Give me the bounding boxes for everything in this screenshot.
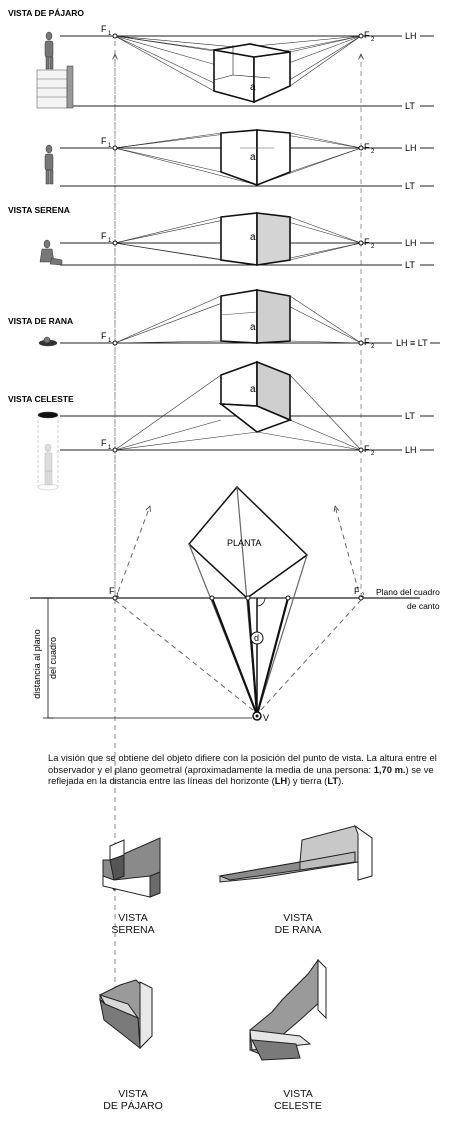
picture-plane-label-2: de canto [407,601,440,611]
vanishing-point-f2-label: F [364,444,370,454]
distance-label-line1: distancia al plano [32,629,42,699]
row-frog-view: a [60,289,440,346]
example-rana [218,824,373,883]
distance-label-line2: del cuadro [48,637,58,679]
svg-text:a: a [250,152,256,163]
viewer-label: V [263,713,269,723]
figure-from-above [37,411,59,491]
row-serene-view: a [60,212,434,266]
caption: La visión que se obtiene del objeto difi… [48,752,437,787]
plan-f1-sub: 1 [116,593,120,599]
plan-f1-label: F [109,586,115,596]
row-title: VISTA CELESTE [8,394,74,404]
line-label-lower: LT [405,260,415,270]
line-label-upper: LH [405,31,417,41]
example-label-pajaro: VISTA DE PÁJARO [103,1088,163,1112]
line-label-lower: LT [405,181,415,191]
plan-f2-label: F [354,586,360,596]
vanishing-point-f1-sub: 1 [108,238,112,244]
vanishing-point-f1-label: F [101,136,107,146]
caption-height: 1,70 m. [373,763,406,775]
vanishing-point-f1-label: F [101,331,107,341]
picture-plane-label-1: Plano del cuadro [376,587,440,597]
caption-text-1: La visión que se obtiene del objeto difi… [48,752,437,775]
example-celeste [249,958,327,1061]
vanishing-point-f2-sub: 2 [371,244,375,250]
plan-view: d V PLANTA distancia al plano del cuadro… [30,485,440,723]
figure-sitting [39,239,63,266]
example-label-serena: VISTA SERENA [111,912,155,936]
figure-standing [44,144,54,185]
row-celestial-view: a [60,360,434,453]
vanishing-point-f1-sub: 1 [108,31,112,37]
vanishing-point-f2-sub: 2 [371,149,375,155]
vanishing-point-f1-sub: 1 [108,143,112,149]
example-serena [102,837,161,898]
figure-lying [38,336,58,347]
svg-text:a: a [250,232,256,243]
cube [213,43,291,104]
row-bird-view: a [60,33,434,107]
line-label-lower: LT [405,101,415,111]
vanishing-point-f1-label: F [101,231,107,241]
example-pajaro [98,979,153,1050]
vanishing-point-f2-label: F [364,237,370,247]
vanishing-point-f1-sub: 1 [108,445,112,451]
row-title: VISTA DE PÁJARO [8,8,84,18]
vanishing-point-f2-label: F [364,142,370,152]
vanishing-point-f1-label: F [101,24,107,34]
vanishing-point-f2-label: F [364,30,370,40]
observer-figures [36,31,74,491]
distance-symbol: d [254,633,259,643]
svg-text:a: a [250,384,256,395]
plan-label: PLANTA [227,538,261,548]
example-label-rana: VISTA DE RANA [274,912,322,936]
vanishing-point-f1-label: F [101,438,107,448]
svg-text:a: a [250,322,256,333]
vanishing-point-f2-sub: 2 [371,451,375,457]
line-label-upper: LT [405,411,415,421]
plan-f2-sub: 2 [361,593,365,599]
line-label-upper: LH [405,143,417,153]
row-standing-view: a [60,129,434,187]
example-label-celeste: VISTA CELESTE [274,1088,322,1112]
vanishing-point-f1-sub: 1 [108,338,112,344]
vanishing-point-f2-sub: 2 [371,344,375,350]
vanishing-point-f2-sub: 2 [371,37,375,43]
line-label-upper: LH [405,238,417,248]
row-title: VISTA SERENA [8,205,70,215]
line-label: LH ≡ LT [396,338,428,348]
row-title: VISTA DE RANA [8,316,73,326]
vanishing-point-f2-label: F [364,337,370,347]
figure-on-tower [36,31,74,109]
line-label-lower: LH [405,445,417,455]
face-label: a [250,82,256,93]
